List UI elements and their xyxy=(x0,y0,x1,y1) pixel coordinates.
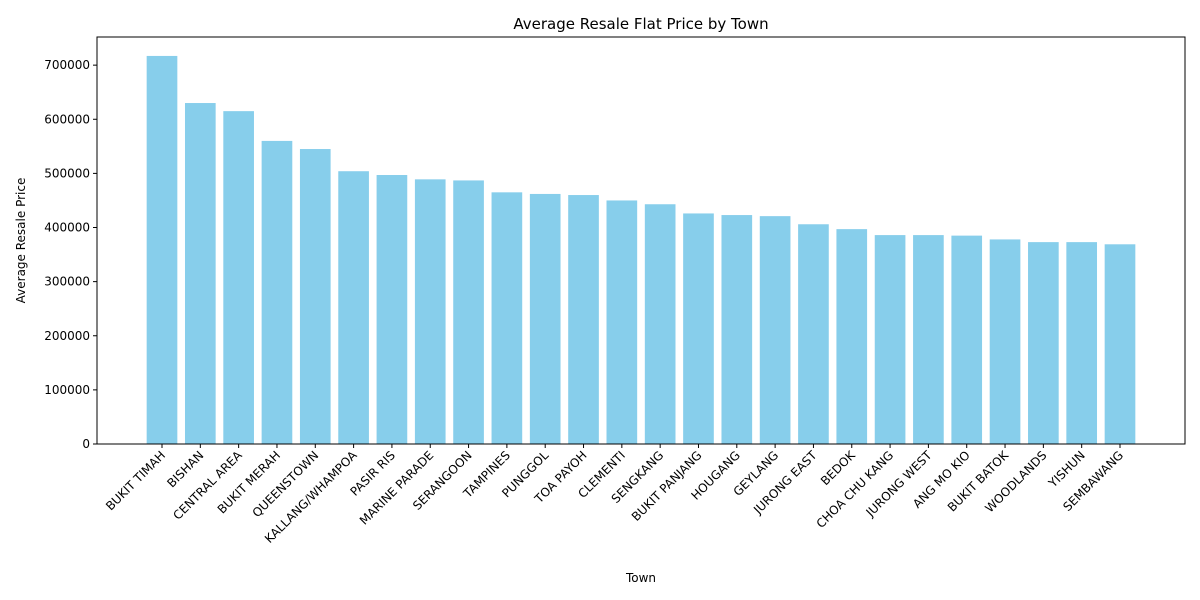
y-tick-label: 0 xyxy=(82,437,90,451)
y-tick-label: 400000 xyxy=(44,221,90,235)
bar xyxy=(491,192,523,444)
bar xyxy=(683,213,714,444)
bar xyxy=(1066,242,1098,444)
x-tick-label: BUKIT TIMAH xyxy=(103,448,168,513)
x-axis-label: Town xyxy=(625,571,656,585)
x-tick-label: JURONG WEST xyxy=(863,448,935,520)
bar xyxy=(529,193,561,444)
bar xyxy=(1104,244,1136,444)
bar xyxy=(568,195,599,444)
bar xyxy=(798,224,829,444)
bar xyxy=(989,239,1021,444)
bar xyxy=(414,179,446,444)
bar xyxy=(299,149,331,444)
bar xyxy=(759,216,791,444)
bar xyxy=(874,235,906,444)
y-axis: 0 100000 200000 300000 400000 500000 600000 700… xyxy=(44,58,97,451)
bar xyxy=(1028,242,1059,444)
y-tick-label: 600000 xyxy=(44,112,90,126)
bar xyxy=(146,55,178,444)
bar xyxy=(338,171,369,444)
bar xyxy=(836,229,868,444)
plot-frame xyxy=(96,36,1186,445)
y-tick-label: 300000 xyxy=(44,275,90,289)
bar xyxy=(951,235,983,444)
bar xyxy=(223,111,254,445)
bar xyxy=(376,175,408,444)
y-tick-label: 100000 xyxy=(44,383,90,397)
y-tick-label: 200000 xyxy=(44,329,90,343)
bar xyxy=(606,200,638,444)
y-tick-label: 500000 xyxy=(44,166,90,180)
bar xyxy=(644,204,676,444)
x-tick-label: QUEENSTOWN xyxy=(250,448,322,520)
bar xyxy=(261,140,293,444)
bar xyxy=(913,235,944,444)
bar xyxy=(721,215,753,444)
x-tick-label: BUKIT PANJANG xyxy=(629,448,705,524)
bar xyxy=(453,180,484,445)
bars-group xyxy=(146,55,1136,445)
bar xyxy=(184,103,216,444)
x-tick-label: CENTRAL AREA xyxy=(170,448,245,523)
y-axis-label: Average Resale Price xyxy=(14,178,28,304)
y-tick-label: 700000 xyxy=(44,58,90,72)
chart-title: Average Resale Flat Price by Town xyxy=(513,15,768,33)
